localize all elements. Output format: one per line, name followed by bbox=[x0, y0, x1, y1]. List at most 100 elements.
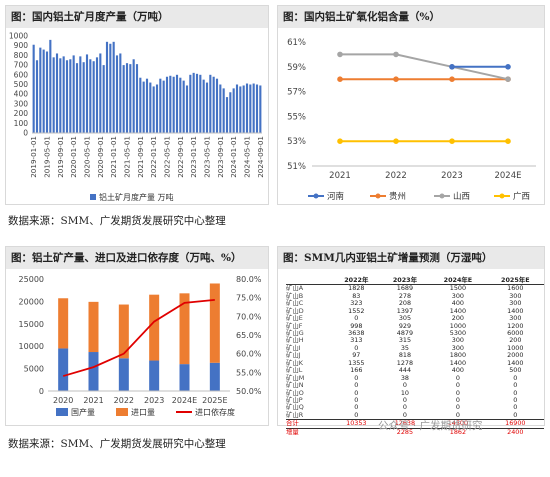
bar bbox=[42, 49, 45, 133]
table-cell: 300 bbox=[509, 314, 522, 323]
bar bbox=[219, 84, 222, 133]
table-cell: 83 bbox=[352, 291, 361, 300]
bar-domestic bbox=[209, 362, 220, 391]
table-cell: 0 bbox=[354, 410, 359, 419]
table-row: 矿山O 0 10 0 0 bbox=[286, 388, 544, 397]
import-dependency-panel: 图：铝土矿产量、进口及进口依存度（万吨、%） 0 5000 10000 15000 20… bbox=[5, 246, 269, 426]
table-cell: 0 bbox=[455, 388, 460, 397]
legend-label: 广西 bbox=[513, 191, 530, 202]
import-dependency-title: 图：铝土矿产量、进口及进口依存度（万吨、%） bbox=[6, 247, 268, 269]
table-cell: 97 bbox=[352, 351, 361, 360]
table-cell: 矿山P bbox=[286, 395, 303, 404]
legend-marker bbox=[499, 193, 505, 199]
bar bbox=[229, 92, 232, 133]
bar bbox=[249, 84, 252, 133]
table-cell: 矿山B bbox=[286, 291, 304, 300]
y-tick-label: 61% bbox=[287, 38, 306, 48]
table-row: 矿山F 998 929 1000 1200 bbox=[286, 321, 544, 330]
table-cell: 14500 bbox=[447, 419, 469, 428]
table-cell: 10353 bbox=[346, 419, 367, 428]
x-tick-label: 2022-01-01 bbox=[149, 136, 158, 178]
table-cell: 矿山D bbox=[286, 306, 304, 315]
table-cell: 38 bbox=[400, 373, 409, 382]
table-cell: 16900 bbox=[505, 419, 526, 428]
table-cell: 矿山G bbox=[286, 329, 304, 338]
bar bbox=[119, 53, 122, 133]
table-cell: 323 bbox=[350, 299, 363, 308]
table-cell: 444 bbox=[398, 366, 412, 375]
table-row: 矿山M 0 38 0 0 bbox=[286, 373, 544, 382]
table-cell: 5300 bbox=[449, 329, 467, 338]
y2-tick-label: 75.0% bbox=[236, 294, 262, 303]
bar-import bbox=[58, 298, 69, 349]
y-tick-label: 700 bbox=[14, 61, 29, 70]
monthly-output-panel: 图：国内铝土矿月度产量（万吨） 0 100 200 300 400 500 600 700 80… bbox=[5, 5, 269, 205]
bar bbox=[222, 88, 225, 133]
alumina-content-title: 图：国内铝土矿氧化铝含量（%） bbox=[278, 6, 544, 28]
bar bbox=[152, 86, 155, 133]
y-tick-label: 5000 bbox=[24, 365, 44, 374]
table-row: 矿山N 0 0 0 0 bbox=[286, 381, 544, 390]
y-tick-label: 100 bbox=[14, 119, 29, 128]
table-cell: 278 bbox=[398, 291, 412, 300]
table-cell: 1828 bbox=[348, 284, 365, 293]
y-tick-label: 25000 bbox=[19, 275, 44, 284]
table-row: 矿山E 0 305 200 300 bbox=[286, 314, 544, 323]
table-cell: 0 bbox=[455, 403, 460, 412]
table-row: 矿山H 313 315 300 200 bbox=[286, 336, 544, 345]
bar bbox=[95, 57, 99, 134]
bar bbox=[79, 56, 82, 133]
table-cell: 0 bbox=[513, 403, 518, 412]
series-point bbox=[393, 51, 399, 58]
bar bbox=[125, 63, 129, 133]
table-cell: 1278 bbox=[396, 358, 414, 367]
legend-label: 贵州 bbox=[389, 191, 406, 202]
series-point bbox=[393, 76, 399, 82]
table-cell: 4879 bbox=[396, 329, 414, 338]
table-cell: 1000 bbox=[449, 321, 467, 330]
bar bbox=[69, 59, 72, 133]
table-cell: 0 bbox=[513, 373, 518, 382]
legend-label: 山西 bbox=[453, 191, 470, 202]
y2-tick-label: 60.0% bbox=[236, 350, 262, 359]
table-cell: 10 bbox=[400, 388, 409, 397]
bar bbox=[105, 41, 109, 133]
y-tick-label: 15000 bbox=[19, 320, 44, 329]
y-tick-label: 600 bbox=[14, 70, 29, 79]
bar bbox=[109, 43, 112, 133]
table-row: 矿山P 0 0 0 0 bbox=[286, 395, 544, 404]
table-cell: 300 bbox=[451, 336, 464, 345]
table-row: 矿山B 83 278 300 300 bbox=[286, 291, 544, 300]
x-tick-label: 2025E bbox=[202, 396, 227, 405]
table-cell: 1800 bbox=[449, 351, 467, 360]
table-cell: 矿山Q bbox=[286, 403, 304, 412]
y-tick-label: 10000 bbox=[19, 342, 44, 351]
bar bbox=[245, 83, 249, 133]
table-cell: 0 bbox=[455, 373, 460, 382]
bar bbox=[135, 64, 139, 133]
bar bbox=[139, 77, 142, 133]
bar bbox=[82, 62, 85, 133]
y2-tick-label: 50.0% bbox=[236, 387, 262, 396]
bar bbox=[232, 88, 235, 133]
bar bbox=[55, 53, 59, 133]
y2-tick-label: 65.0% bbox=[236, 331, 262, 340]
y-tick-label: 57% bbox=[287, 88, 306, 98]
table-cell: 6000 bbox=[507, 329, 524, 338]
x-tick-label: 2022 bbox=[385, 171, 407, 181]
bar bbox=[59, 58, 62, 133]
table-cell: 1689 bbox=[396, 284, 414, 293]
table-cell: 0 bbox=[354, 381, 359, 390]
table-cell: 400 bbox=[451, 366, 464, 375]
table-cell: 0 bbox=[455, 395, 460, 404]
x-tick-label: 2023-01-01 bbox=[189, 136, 198, 178]
bar-domestic bbox=[118, 358, 129, 391]
bar-domestic bbox=[149, 360, 160, 391]
y2-tick-label: 70.0% bbox=[236, 312, 262, 321]
table-cell: 1397 bbox=[396, 306, 414, 315]
table-cell: 400 bbox=[451, 299, 464, 308]
y-tick-label: 800 bbox=[14, 51, 29, 60]
legend-marker bbox=[375, 193, 381, 199]
series-point bbox=[449, 76, 455, 82]
bar bbox=[189, 74, 192, 133]
